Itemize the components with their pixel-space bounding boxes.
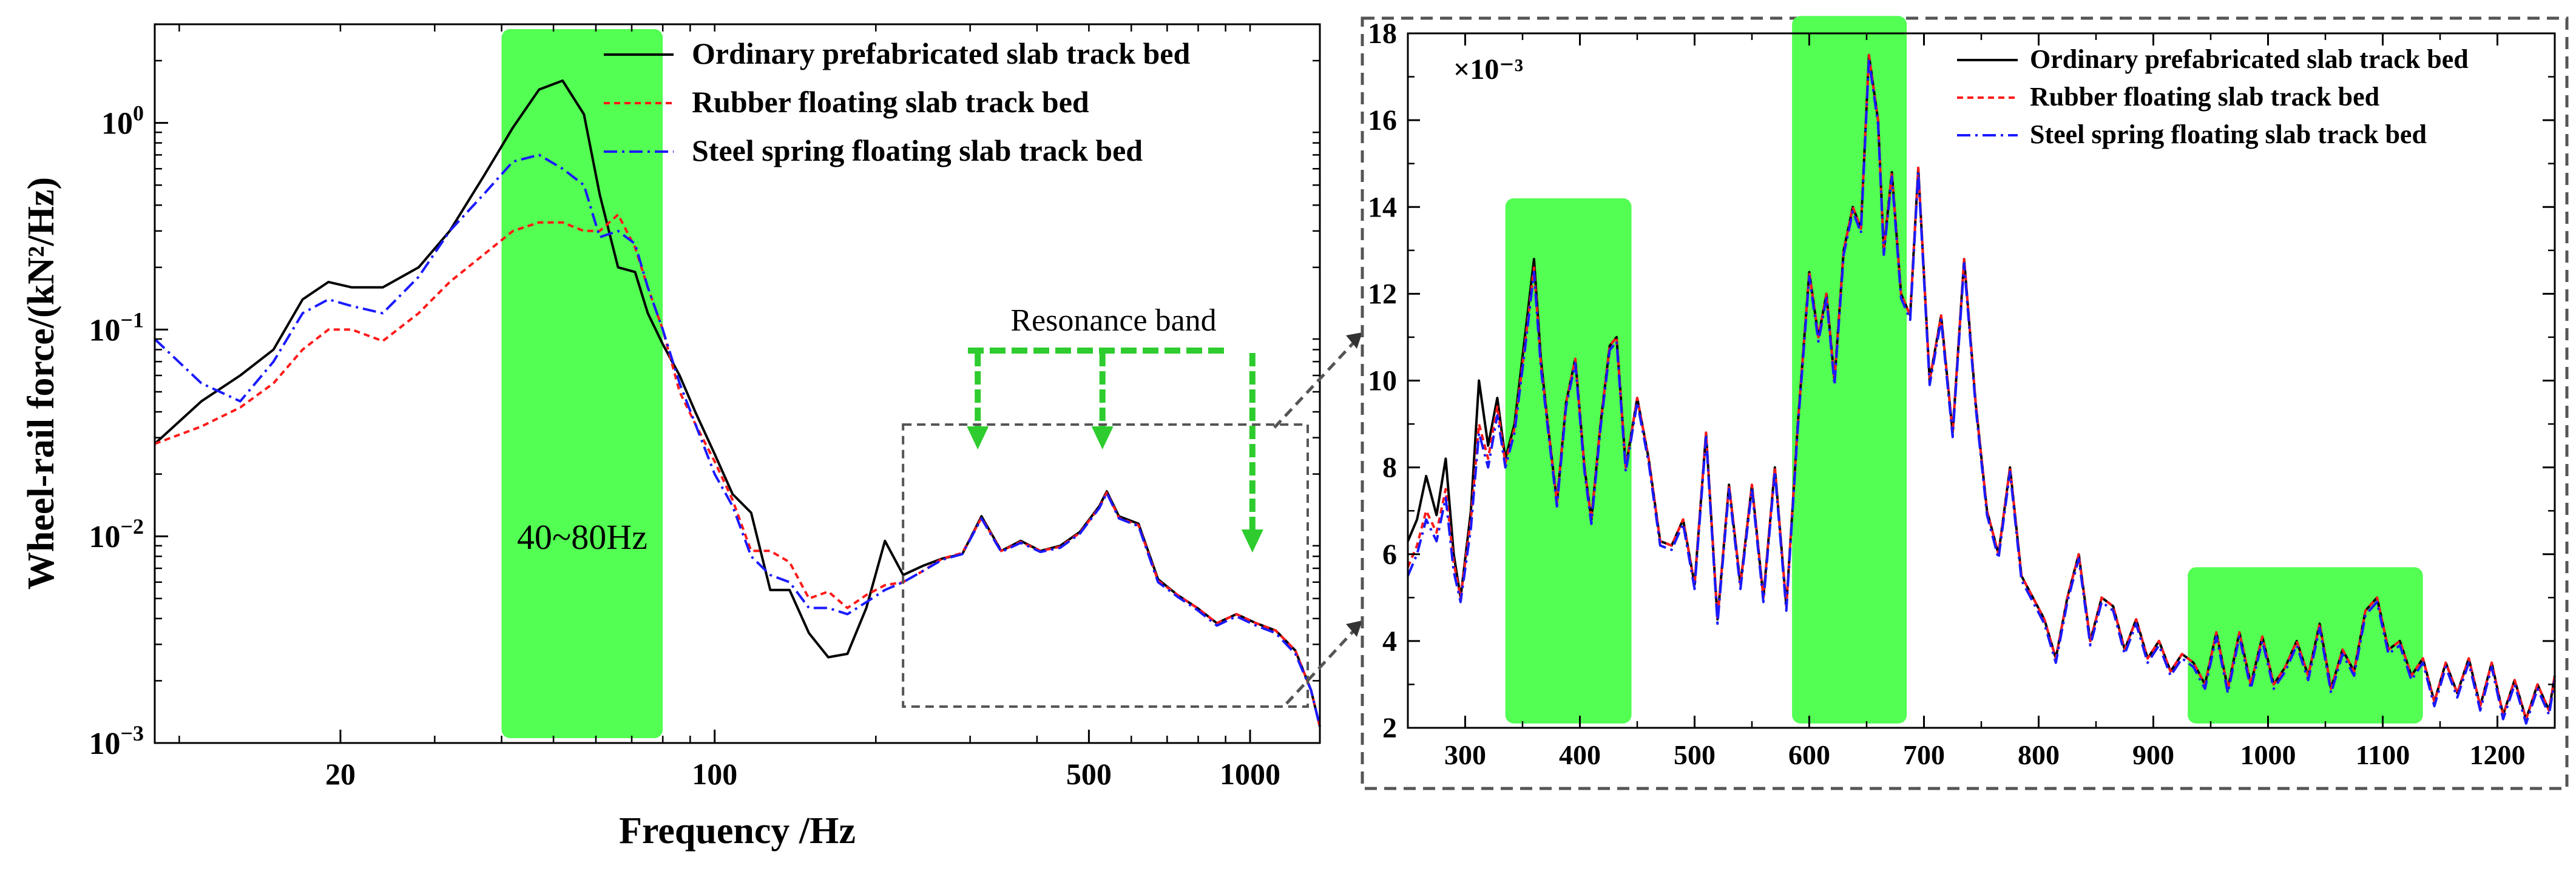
left-y-tick-label: 10−2	[89, 514, 144, 554]
right-x-tick-label-300: 300	[1444, 739, 1486, 770]
right-highlight-band-2	[1792, 16, 1907, 724]
left-legend-label-3: Steel spring floating slab track bed	[692, 133, 1143, 167]
right-x-tick-label-700: 700	[1903, 739, 1945, 770]
connector-upper	[1273, 335, 1361, 429]
left-series-line-2	[154, 213, 1321, 727]
connector-lower-head	[1346, 620, 1362, 637]
right-y-tick-label-4: 4	[1382, 625, 1397, 657]
resonance-arrowhead	[1091, 426, 1114, 449]
right-legend-label-1: Ordinary prefabricated slab track bed	[2030, 44, 2469, 74]
left-plot-frame	[154, 23, 1321, 744]
left-series-line-1	[154, 79, 1321, 727]
connector-upper-head	[1346, 332, 1362, 349]
right-y-tick-label-8: 8	[1382, 452, 1397, 484]
left-x-tick-label-20: 20	[325, 757, 356, 791]
right-x-tick-label-1100: 1100	[2356, 739, 2410, 770]
right-highlight-band-3	[2188, 567, 2423, 724]
resonance-arrowhead	[1241, 529, 1263, 553]
left-y-tick-label: 100	[101, 101, 144, 141]
left-legend-label-1: Ordinary prefabricated slab track bed	[692, 36, 1190, 70]
left-panel: 40~80Hz Resonance band 20 100 500 1000 10−3 1…	[21, 23, 1321, 852]
left-x-axis-label: Frequency /Hz	[619, 810, 856, 852]
left-zoom-box	[902, 423, 1309, 708]
right-x-tick-label-500: 500	[1674, 739, 1716, 770]
left-x-tick-label-100: 100	[692, 757, 737, 791]
left-y-tick-label: 10−1	[89, 308, 144, 348]
right-legend-label-3: Steel spring floating slab track bed	[2030, 119, 2427, 149]
right-y-tick-label-14: 14	[1368, 191, 1397, 223]
left-series-line-3	[154, 153, 1321, 727]
resonance-band-label: Resonance band	[1010, 303, 1216, 338]
left-y-tick-label: 10−3	[89, 721, 144, 761]
right-y-tick-label-12: 12	[1368, 278, 1397, 310]
right-x-tick-label-900: 900	[2132, 739, 2174, 770]
right-y-tick-label-18: 18	[1368, 18, 1397, 50]
right-x-tick-label-1200: 1200	[2470, 739, 2526, 770]
right-y-tick-label-2: 2	[1382, 712, 1397, 744]
right-x-tick-label-800: 800	[2018, 739, 2060, 770]
right-highlight-band-1	[1505, 198, 1632, 724]
right-panel: 300 400 500 600 700 800 900 1000 1100 1200 2 4 6 8 10 1…	[1368, 16, 2556, 770]
left-legend-label-2: Rubber floating slab track bed	[692, 85, 1089, 119]
left-y-axis-label: Wheel-rail force/(kN²/Hz)	[21, 177, 62, 590]
right-x-tick-label-1000: 1000	[2240, 739, 2296, 770]
left-x-tick-label-500: 500	[1066, 757, 1112, 791]
left-highlight-band	[501, 29, 663, 738]
zoom-connectors	[1273, 332, 1362, 705]
connector-lower	[1285, 624, 1361, 705]
right-y-tick-label-6: 6	[1382, 539, 1397, 571]
right-x-tick-label-600: 600	[1788, 739, 1830, 770]
resonance-arrowhead	[967, 426, 989, 449]
right-y-multiplier: ×10⁻³	[1453, 53, 1523, 86]
right-y-tick-label-16: 16	[1368, 104, 1397, 136]
right-y-tick-label-10: 10	[1368, 365, 1397, 397]
left-band-label: 40~80Hz	[517, 517, 647, 557]
right-series-line-3	[1407, 58, 2556, 725]
right-legend-label-2: Rubber floating slab track bed	[2030, 82, 2379, 112]
right-x-tick-label-400: 400	[1559, 739, 1601, 770]
inset-dashed-border	[1361, 16, 2569, 790]
left-x-tick-label-1000: 1000	[1220, 757, 1280, 791]
